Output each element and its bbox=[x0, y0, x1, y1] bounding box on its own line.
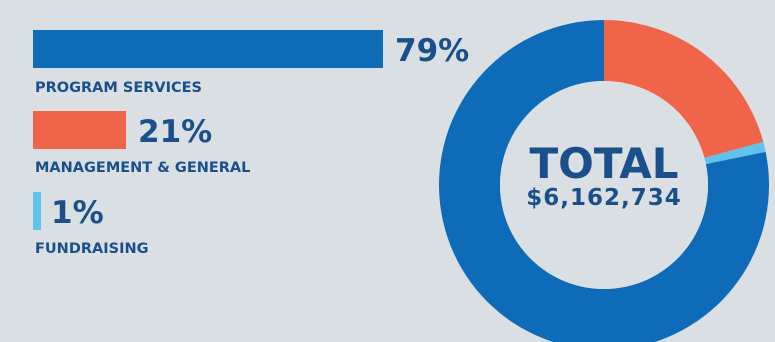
bar-value-label-fundraising: 1% bbox=[51, 195, 104, 231]
bar-program-services bbox=[33, 30, 383, 68]
donut-slice-program-services bbox=[439, 20, 769, 342]
donut-slice-fundraising bbox=[704, 141, 766, 165]
donut-chart bbox=[439, 20, 769, 342]
donut-hole bbox=[500, 81, 708, 289]
bar-value-label-program-services: 79% bbox=[395, 33, 469, 69]
bar-value-label-management-and-general: 21% bbox=[138, 114, 212, 150]
bar-group: 79% PROGRAM SERVICES 21% MANAGEMENT & GENER… bbox=[33, 30, 469, 257]
bar-fundraising bbox=[33, 192, 41, 230]
bar-management-and-general bbox=[33, 111, 127, 149]
donut-center-value: $6,162,734 bbox=[526, 185, 682, 211]
donut-slice-management-and-general bbox=[604, 20, 764, 158]
donut-center-label: TOTAL bbox=[529, 139, 678, 188]
category-label-program-services: PROGRAM SERVICES bbox=[35, 80, 202, 96]
category-label-fundraising: FUNDRAISING bbox=[35, 241, 149, 257]
category-label-management-and-general: MANAGEMENT & GENERAL bbox=[35, 160, 250, 176]
